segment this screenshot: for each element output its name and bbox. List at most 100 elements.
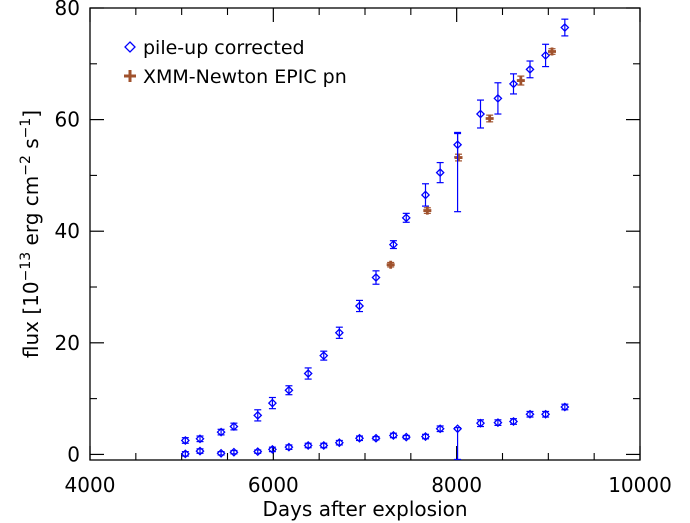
legend-label-pileup: pile-up corrected	[143, 37, 305, 59]
data-point-hard	[493, 418, 503, 428]
y-tick-label: 20	[55, 331, 80, 355]
error-bar-outlier	[454, 132, 462, 213]
error-bar-soft	[477, 99, 484, 129]
data-point-soft	[229, 421, 239, 432]
data-point-hard	[354, 433, 365, 443]
error-bar-soft	[422, 183, 429, 207]
data-point-soft	[267, 398, 277, 408]
legend-diamond-icon	[124, 41, 136, 53]
x-tick-label: 4000	[65, 473, 116, 497]
error-bar-hard	[304, 442, 312, 449]
data-point-soft	[420, 190, 431, 200]
y-axis-label: flux [10−13 erg cm−2 s−1]	[18, 110, 43, 358]
y-tick-label: 40	[55, 219, 80, 243]
x-tick-label: 8000	[431, 473, 482, 497]
data-point-hard	[267, 444, 277, 454]
data-point-hard	[541, 409, 551, 419]
data-point-hard	[229, 447, 239, 457]
data-point-soft	[435, 168, 445, 178]
data-point-xmm	[485, 114, 494, 123]
data-point-soft	[303, 368, 313, 379]
data-point-soft	[180, 435, 190, 445]
error-bar-soft	[494, 82, 502, 115]
error-bar-hard	[422, 433, 429, 440]
data-point-soft	[216, 427, 226, 437]
error-bar-soft	[526, 60, 534, 79]
data-point-hard	[253, 447, 263, 457]
legend-label-xmm: XMM-Newton EPIC pn	[143, 66, 347, 88]
data-point-xmm	[454, 153, 463, 162]
data-point-soft	[334, 328, 344, 338]
data-point-hard	[388, 430, 398, 440]
error-bar-soft	[510, 73, 517, 95]
data-point-hard	[284, 442, 294, 452]
error-bar-hard	[335, 439, 343, 446]
x-tick-label: 6000	[248, 473, 299, 497]
data-point-hard	[475, 418, 486, 428]
error-bar-soft	[230, 422, 238, 431]
y-axis-label-exp3: −1	[18, 118, 34, 139]
data-point-hard	[453, 424, 463, 434]
x-tick-label: 10000	[608, 473, 672, 497]
error-bar-soft	[561, 18, 569, 37]
data-point-soft	[401, 213, 411, 223]
data-point-hard	[319, 440, 329, 451]
data-point-soft	[195, 434, 205, 444]
data-point-soft	[508, 79, 519, 89]
y-axis-label-mid: erg cm	[19, 176, 43, 252]
data-point-xmm	[423, 206, 432, 215]
data-point-soft	[560, 23, 570, 33]
y-axis-label-end: ]	[19, 110, 43, 118]
legend-plus-icon	[124, 70, 136, 82]
data-point-hard	[195, 446, 205, 456]
x-axis-label: Days after explosion	[262, 497, 467, 521]
data-marks	[180, 18, 570, 461]
data-point-soft	[493, 93, 503, 103]
legend-item-pileup: pile-up corrected	[124, 37, 305, 59]
data-point-soft	[525, 64, 535, 74]
error-bar-hard	[477, 419, 484, 428]
error-bar-hard	[285, 444, 293, 450]
data-point-soft	[371, 273, 381, 283]
tick-labels: 4000 6000 8000 10000 0 20 40 60 80	[55, 0, 672, 497]
data-point-hard	[371, 433, 381, 443]
error-bar-soft	[372, 270, 380, 285]
error-bar-hard	[268, 446, 276, 453]
data-point-xmm	[548, 47, 556, 56]
data-point-hard	[435, 424, 445, 434]
error-bar-soft	[436, 161, 444, 184]
y-axis-label-mid2: s	[19, 138, 43, 155]
data-point-hard	[303, 440, 313, 451]
data-point-hard	[560, 402, 570, 412]
axis-ticks	[89, 7, 641, 460]
legend-item-xmm: XMM-Newton EPIC pn	[124, 66, 347, 88]
data-point-hard	[508, 416, 519, 427]
data-point-soft	[354, 301, 365, 311]
data-point-soft	[475, 109, 486, 119]
data-point-hard	[334, 438, 344, 448]
error-bar-soft	[542, 43, 550, 68]
error-bar-hard	[356, 435, 363, 442]
legend: pile-up corrected XMM-Newton EPIC pn	[124, 37, 347, 88]
y-axis-label-base: flux [10	[19, 281, 43, 358]
data-point-hard	[525, 409, 535, 419]
data-point-soft	[284, 385, 294, 395]
data-point-soft	[388, 240, 398, 250]
error-bar-hard	[389, 432, 397, 439]
y-axis-label-exp2: −2	[18, 155, 34, 176]
data-point-soft	[541, 50, 551, 60]
data-point-hard	[401, 432, 411, 442]
data-point-xmm	[386, 260, 395, 269]
y-axis-label-exp1: −13	[18, 252, 34, 282]
data-point-hard	[180, 449, 190, 459]
error-bar-hard	[320, 442, 328, 449]
error-bar-hard	[181, 451, 189, 457]
data-point-soft	[319, 351, 329, 361]
data-point-hard	[420, 432, 431, 442]
error-bar-hard	[196, 448, 204, 454]
y-tick-label: 80	[55, 0, 80, 20]
data-point-xmm	[516, 76, 525, 85]
y-tick-label: 60	[55, 108, 80, 132]
